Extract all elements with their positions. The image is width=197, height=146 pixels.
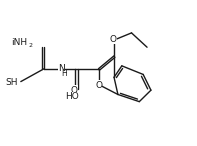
Text: SH: SH xyxy=(5,78,18,87)
Text: H: H xyxy=(62,69,67,78)
Text: N: N xyxy=(58,64,65,73)
Text: 2: 2 xyxy=(28,43,32,48)
Text: O: O xyxy=(110,35,117,44)
Text: O: O xyxy=(95,81,102,90)
Text: iNH: iNH xyxy=(11,38,28,47)
Text: HO: HO xyxy=(65,92,79,101)
Text: O: O xyxy=(71,86,78,95)
